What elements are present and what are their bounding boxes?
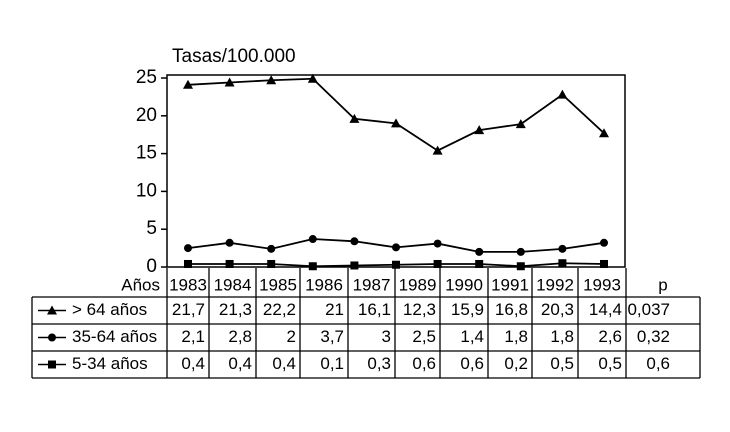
table-corner: Años [121, 275, 160, 294]
table-header: 1992 [536, 275, 574, 294]
table-cell: 1,8 [550, 327, 574, 346]
table-header: 1985 [259, 275, 297, 294]
table-cell: 16,1 [358, 300, 391, 319]
y-tick-label: 20 [136, 105, 157, 126]
marker [558, 244, 567, 253]
marker [307, 73, 318, 83]
marker [557, 89, 568, 99]
table-cell: 12,3 [403, 300, 436, 319]
marker [267, 259, 276, 268]
y-tick-label: 15 [136, 143, 157, 164]
marker [47, 305, 57, 315]
table-header: 1990 [445, 275, 483, 294]
marker [515, 119, 526, 129]
table-header: p [658, 275, 667, 294]
table-header: 1991 [491, 275, 529, 294]
table-cell: 3,7 [320, 327, 344, 346]
table-cell: 0,4 [272, 354, 296, 373]
table-cell: 0,1 [320, 354, 344, 373]
marker [266, 75, 277, 85]
table-header: 1986 [305, 275, 343, 294]
marker [433, 239, 442, 248]
marker [183, 79, 193, 89]
legend-label: 35-64 años [72, 327, 157, 346]
marker [516, 247, 525, 256]
plot-frame [166, 74, 626, 268]
marker [392, 260, 400, 269]
marker [392, 243, 400, 252]
marker [308, 262, 317, 271]
table-header: 1993 [583, 275, 621, 294]
y-tick-label: 0 [146, 256, 157, 277]
table-header: 1984 [214, 275, 252, 294]
table-cell: 0,3 [367, 354, 391, 373]
table-cell: 2,8 [228, 327, 252, 346]
table-cell: 0,6 [646, 354, 670, 373]
y-axis-label: Tasas/100.000 [172, 46, 296, 67]
table-cell: 21,3 [219, 300, 252, 319]
table-cell: 0,4 [181, 354, 205, 373]
table-cell: 0,6 [412, 354, 436, 373]
marker [184, 259, 192, 268]
marker [475, 247, 484, 256]
table-cell: 14,4 [589, 300, 622, 319]
table-cell: 15,9 [451, 300, 484, 319]
marker [600, 259, 608, 268]
table-cell: 0,5 [598, 354, 622, 373]
table-header: 1989 [399, 275, 437, 294]
marker [475, 259, 484, 268]
table-header: 1983 [169, 275, 207, 294]
table-cell: 3 [382, 327, 391, 346]
table-cell: 1,8 [504, 327, 528, 346]
marker [558, 259, 567, 268]
y-tick-label: 5 [146, 218, 157, 239]
table-cell: 2,1 [181, 327, 205, 346]
table-cell: 1,4 [460, 327, 484, 346]
marker [225, 259, 234, 268]
table-cell: 0,5 [550, 354, 574, 373]
table-cell: 21,7 [172, 300, 205, 319]
marker [225, 238, 234, 247]
table-header: 1987 [353, 275, 391, 294]
table-cell: 16,8 [495, 300, 528, 319]
table-cell: 21 [325, 300, 344, 319]
table-cell: 2 [287, 327, 296, 346]
marker [267, 244, 276, 253]
marker [350, 237, 359, 246]
series-line [187, 77, 605, 152]
marker [184, 244, 192, 253]
marker [600, 238, 608, 247]
table-cell: 22,2 [263, 300, 296, 319]
table-cell: 0,037 [627, 300, 670, 319]
marker [516, 262, 525, 271]
marker [224, 77, 235, 87]
table-cell: 0,2 [504, 354, 528, 373]
legend-label: > 64 años [72, 300, 147, 319]
table-cell: 0,6 [460, 354, 484, 373]
table-cell: 0,32 [637, 327, 670, 346]
y-tick-label: 25 [136, 67, 157, 88]
marker [433, 259, 442, 268]
marker [350, 261, 359, 270]
marker [308, 235, 317, 244]
table-cell: 0,4 [228, 354, 252, 373]
table-cell: 2,6 [598, 327, 622, 346]
marker [599, 128, 609, 138]
y-tick-label: 10 [136, 180, 157, 201]
marker [349, 113, 360, 123]
legend-label: 5-34 años [72, 354, 148, 373]
marker [48, 360, 56, 369]
table-cell: 2,5 [412, 327, 436, 346]
table-cell: 20,3 [541, 300, 574, 319]
marker [48, 333, 56, 342]
marker [432, 145, 443, 155]
marker [391, 118, 401, 128]
marker [474, 125, 485, 135]
